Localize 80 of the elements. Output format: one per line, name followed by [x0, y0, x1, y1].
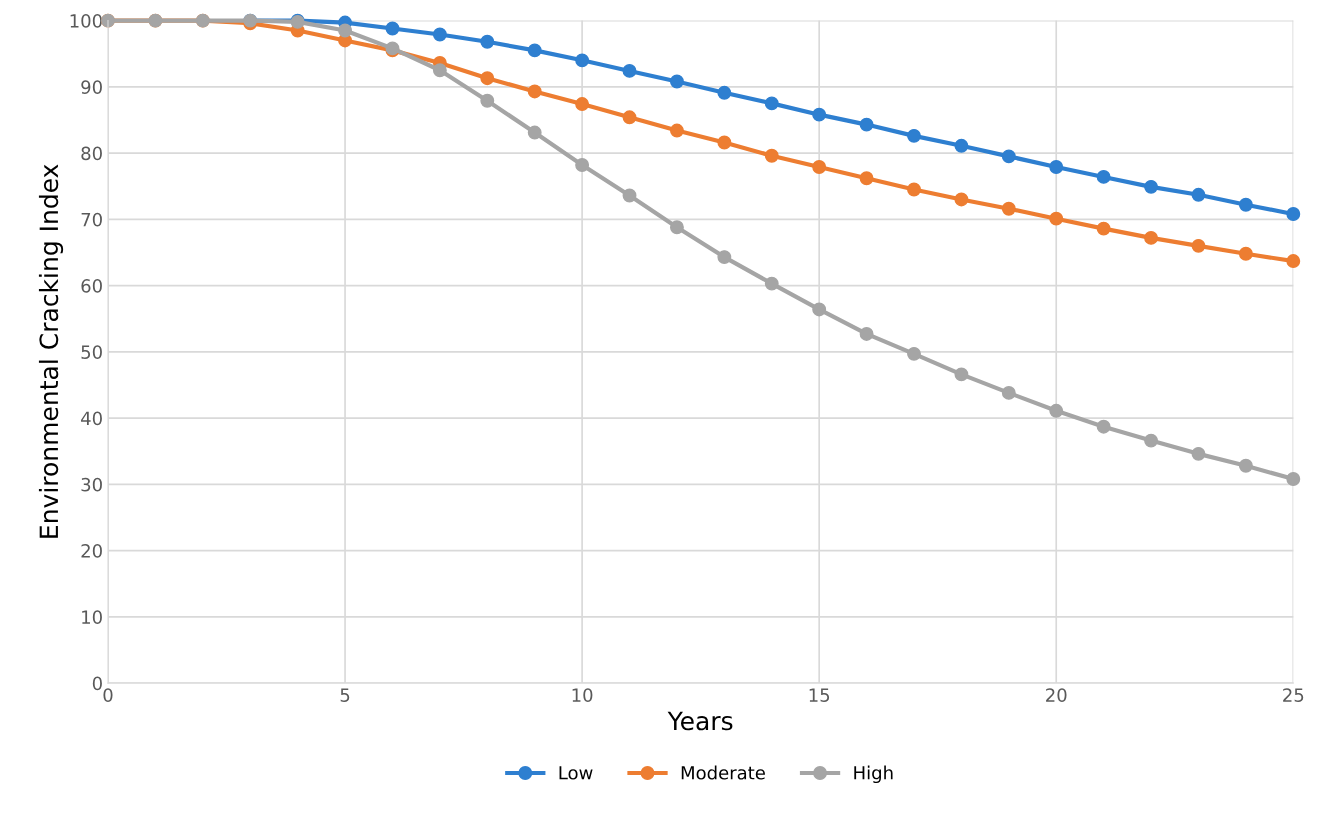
point: [764, 276, 779, 291]
point: [432, 27, 447, 42]
y-tick-label: 20: [81, 544, 102, 558]
point: [1191, 187, 1206, 202]
point: [527, 125, 542, 140]
point: [338, 23, 352, 38]
x-tick-label: 10: [572, 688, 593, 702]
point: [812, 160, 827, 174]
x-axis-title: Years: [667, 711, 733, 731]
point: [859, 171, 874, 186]
point: [480, 93, 495, 108]
point: [1286, 207, 1301, 221]
y-axis-title: Environmental Cracking Index: [38, 164, 64, 538]
y-tick-label: 0: [92, 676, 102, 691]
point: [812, 107, 827, 122]
point: [907, 128, 921, 143]
point: [1001, 201, 1016, 216]
point: [432, 63, 447, 78]
point: [859, 326, 874, 341]
point: [1144, 433, 1159, 448]
point: [1238, 246, 1253, 261]
point: [1191, 238, 1206, 253]
point: [480, 34, 495, 49]
point: [575, 53, 590, 68]
y-tick-label: 90: [81, 80, 102, 94]
point: [954, 367, 969, 382]
x-tick-label: 25: [1283, 688, 1304, 702]
point: [954, 192, 969, 207]
point: [1144, 230, 1159, 245]
x-tick-label: 0: [103, 688, 113, 702]
point: [1096, 169, 1111, 184]
point: [575, 158, 590, 172]
legend-label: High: [854, 765, 893, 784]
point: [717, 250, 732, 265]
point: [1286, 472, 1301, 486]
point: [764, 96, 779, 111]
point: [812, 302, 827, 317]
y-tick-label: 70: [81, 212, 102, 227]
point: [1096, 419, 1111, 434]
x-tick-label: 15: [809, 688, 830, 702]
y-tick-label: 40: [81, 411, 102, 426]
point: [1144, 179, 1159, 194]
legend-label: Low: [559, 766, 593, 780]
point: [622, 110, 637, 125]
point: [1049, 160, 1064, 174]
point: [480, 71, 495, 86]
point: [717, 85, 732, 100]
y-tick-label: 50: [81, 345, 102, 359]
point: [1001, 385, 1016, 400]
x-tick-label: 20: [1046, 688, 1067, 702]
point: [527, 84, 542, 99]
point: [1191, 446, 1206, 461]
point: [1238, 197, 1253, 212]
legend-label: Moderate: [681, 765, 765, 780]
y-tick-label: 60: [81, 279, 102, 293]
point: [859, 117, 874, 132]
point: [717, 135, 732, 150]
point: [764, 148, 779, 163]
point: [1096, 221, 1111, 236]
point: [1001, 149, 1016, 164]
point: [527, 43, 542, 58]
point: [669, 74, 684, 89]
point: [1238, 458, 1253, 473]
point: [622, 188, 637, 203]
point: [1049, 403, 1064, 418]
point: [954, 138, 969, 153]
point: [907, 182, 921, 197]
y-tick-label: 80: [81, 146, 102, 161]
y-tick-label: 10: [82, 610, 102, 624]
point: [669, 220, 684, 235]
point: [575, 97, 590, 111]
x-tick-label: 5: [340, 688, 350, 702]
point: [622, 63, 637, 78]
point: [907, 346, 921, 361]
point: [669, 123, 684, 138]
y-tick-label: 30: [81, 477, 102, 492]
point: [385, 21, 400, 36]
point: [1049, 211, 1064, 226]
point: [1286, 254, 1301, 269]
y-tick-label: 100: [70, 14, 102, 28]
